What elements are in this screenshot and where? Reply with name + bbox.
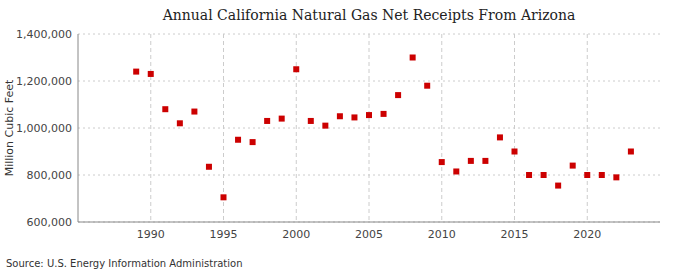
x-tick-label: 2000 (282, 228, 310, 241)
point (468, 158, 474, 164)
y-tick-label: 1,400,000 (16, 28, 72, 41)
point (584, 172, 590, 178)
point (555, 183, 561, 189)
x-tick-label: 1995 (210, 228, 238, 241)
point (482, 158, 488, 164)
point (250, 139, 256, 145)
point (191, 109, 197, 115)
point (221, 194, 227, 200)
title: Annual California Natural Gas Net Receip… (162, 7, 576, 23)
y-grid-line (78, 222, 660, 223)
point (599, 172, 605, 178)
x-tick-label: 2010 (428, 228, 456, 241)
x-tick-label: 2005 (355, 228, 383, 241)
point (308, 118, 314, 124)
y-tick-label: 1,200,000 (16, 75, 72, 88)
x-grid-line (296, 34, 297, 222)
y-tick-label: 600,000 (27, 216, 73, 229)
chart-container: Annual California Natural Gas Net Receip… (0, 0, 675, 275)
x-grid-line (441, 34, 442, 222)
point (279, 116, 285, 122)
point (424, 83, 430, 89)
point (381, 111, 387, 117)
x-tick-label: 2015 (501, 228, 529, 241)
x-grid-line (150, 34, 151, 222)
point (497, 134, 503, 140)
x-grid-line (514, 34, 515, 222)
point (177, 120, 183, 126)
point (206, 164, 212, 170)
point (541, 172, 547, 178)
point (570, 163, 576, 169)
x-tick-label: 1990 (137, 228, 165, 241)
point (162, 106, 168, 112)
point (395, 92, 401, 98)
point (453, 168, 459, 174)
point (148, 71, 154, 77)
point (337, 113, 343, 119)
point (235, 137, 241, 143)
chart: Annual California Natural Gas Net Receip… (0, 0, 675, 275)
point (293, 66, 299, 72)
y-tick-label: 1,000,000 (16, 122, 72, 135)
y-tick-label: 800,000 (27, 169, 73, 182)
point (351, 114, 357, 120)
point (512, 149, 518, 155)
point (613, 174, 619, 180)
point (439, 159, 445, 165)
point (628, 149, 634, 155)
points (133, 55, 634, 201)
grid (78, 34, 660, 222)
point (526, 172, 532, 178)
point (264, 118, 270, 124)
point (133, 69, 139, 75)
y-axis-label: Million Cubic Feet (3, 79, 16, 176)
y-grid-line (78, 81, 660, 82)
source-note: Source: U.S. Energy Information Administ… (6, 258, 243, 269)
point (410, 55, 416, 61)
x-axis-line (78, 222, 660, 223)
point (322, 123, 328, 129)
x-grid-line (223, 34, 224, 222)
x-grid-line (587, 34, 588, 222)
x-grid-line (369, 34, 370, 222)
y-axis-line (78, 34, 79, 222)
x-tick-label: 2020 (573, 228, 601, 241)
point (366, 112, 372, 118)
